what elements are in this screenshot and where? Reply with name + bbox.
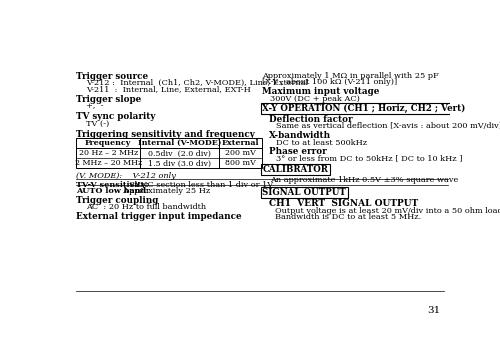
Text: 0.5div  (2.0 div): 0.5div (2.0 div) xyxy=(148,149,211,157)
Text: 2 MHz – 20 MHz: 2 MHz – 20 MHz xyxy=(74,160,142,167)
Text: Bandwidth is DC to at least 5 MHz.: Bandwidth is DC to at least 5 MHz. xyxy=(275,213,421,221)
Text: Frequency: Frequency xyxy=(85,139,132,146)
Text: [X-Y ; about 100 kΩ (V-211 only)]: [X-Y ; about 100 kΩ (V-211 only)] xyxy=(262,78,398,86)
Bar xyxy=(260,187,348,198)
Text: X-Y OPERATION (CH1 ; Horiz, CH2 ; Vert): X-Y OPERATION (CH1 ; Horiz, CH2 ; Vert) xyxy=(262,104,466,113)
Bar xyxy=(76,138,262,168)
Text: TV (-): TV (-) xyxy=(86,120,109,128)
Text: Trigger source: Trigger source xyxy=(76,72,148,80)
Text: 300V (DC + peak AC): 300V (DC + peak AC) xyxy=(270,95,360,103)
Text: 800 mV: 800 mV xyxy=(226,160,256,167)
Text: TV sync polarity: TV sync polarity xyxy=(76,112,156,121)
Bar xyxy=(260,103,468,114)
Text: Trigger coupling: Trigger coupling xyxy=(76,196,159,205)
Text: SYNC section less than 1 div or 1V: SYNC section less than 1 div or 1V xyxy=(124,181,274,189)
Text: X-bandwidth: X-bandwidth xyxy=(268,131,331,140)
Text: TV-V sensitivity:: TV-V sensitivity: xyxy=(76,181,149,189)
Text: +,  -: +, - xyxy=(86,102,104,110)
Text: SIGNAL OUTPUT: SIGNAL OUTPUT xyxy=(262,188,346,197)
Text: Triggering sensitivity and frequency: Triggering sensitivity and frequency xyxy=(76,130,256,139)
Text: Output voltage is at least 20 mV/div into a 50 ohm load,: Output voltage is at least 20 mV/div int… xyxy=(275,207,500,215)
Text: 1.5 div (3.0 div): 1.5 div (3.0 div) xyxy=(148,160,211,167)
Text: Approximately 1 MΩ in parallel with 25 pF: Approximately 1 MΩ in parallel with 25 p… xyxy=(262,72,439,80)
Text: 3° or less from DC to 50kHz [ DC to 10 kHz ]: 3° or less from DC to 50kHz [ DC to 10 k… xyxy=(276,155,463,163)
Text: Deflection factor: Deflection factor xyxy=(268,115,352,124)
Text: CALIBRATOR: CALIBRATOR xyxy=(262,165,328,174)
Text: (V. MODE):    V-212 only: (V. MODE): V-212 only xyxy=(76,172,176,180)
Text: Trigger slope: Trigger slope xyxy=(76,95,142,104)
Text: 31: 31 xyxy=(428,306,440,316)
Text: An approximate 1kHz 0.5V ±3% square wave: An approximate 1kHz 0.5V ±3% square wave xyxy=(270,175,458,184)
Text: Maximum input voltage: Maximum input voltage xyxy=(262,87,380,96)
Text: 20 Hz – 2 MHz: 20 Hz – 2 MHz xyxy=(78,149,138,157)
Text: Phase error: Phase error xyxy=(268,147,326,156)
Text: Internal (V-MODE): Internal (V-MODE) xyxy=(138,139,221,146)
Text: AUTO low band:: AUTO low band: xyxy=(76,187,150,195)
Text: Same as vertical deflection [X-avis : about 200 mV/div]: Same as vertical deflection [X-avis : ab… xyxy=(276,122,500,131)
Bar xyxy=(260,164,330,175)
Text: Approximately 25 Hz: Approximately 25 Hz xyxy=(118,187,210,195)
Text: 200 mV: 200 mV xyxy=(226,149,256,157)
Text: V-212 :  Internal  (Ch1, Ch2, V-MODE), Line, External: V-212 : Internal (Ch1, Ch2, V-MODE), Lin… xyxy=(86,79,308,87)
Text: CH1  VERT  SIGNAL OUTPUT: CH1 VERT SIGNAL OUTPUT xyxy=(268,199,418,208)
Text: DC to at least 500kHz: DC to at least 500kHz xyxy=(276,139,368,146)
Text: AC  : 20 Hz to full bandwidth: AC : 20 Hz to full bandwidth xyxy=(86,203,206,211)
Text: External trigger input impedance: External trigger input impedance xyxy=(76,212,242,221)
Text: V-211  :  Internal, Line, External, EXT-H: V-211 : Internal, Line, External, EXT-H xyxy=(86,85,250,94)
Text: External: External xyxy=(222,139,260,146)
